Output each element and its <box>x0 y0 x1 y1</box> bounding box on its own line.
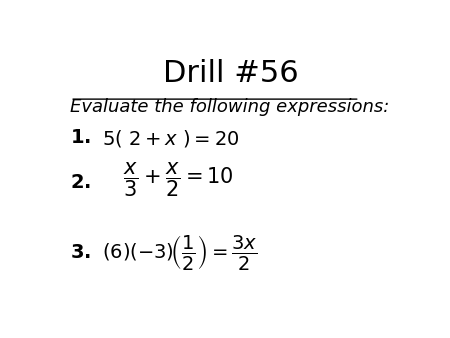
Text: $\mathbf{3.}$: $\mathbf{3.}$ <box>70 243 91 262</box>
Text: $5(\ 2 + x\ ) = 20$: $5(\ 2 + x\ ) = 20$ <box>102 128 239 149</box>
Text: $\dfrac{x}{3} + \dfrac{x}{2} = 10$: $\dfrac{x}{3} + \dfrac{x}{2} = 10$ <box>122 161 233 199</box>
Text: $(6)(-3)\!\left(\dfrac{1}{2}\right) = \dfrac{3x}{2}$: $(6)(-3)\!\left(\dfrac{1}{2}\right) = \d… <box>102 233 257 272</box>
Text: Evaluate the following expressions:: Evaluate the following expressions: <box>70 98 390 116</box>
Text: $\mathbf{2.}$: $\mathbf{2.}$ <box>70 173 91 192</box>
Text: $\mathbf{1.}$: $\mathbf{1.}$ <box>70 128 91 147</box>
Text: Drill #56: Drill #56 <box>163 59 298 88</box>
